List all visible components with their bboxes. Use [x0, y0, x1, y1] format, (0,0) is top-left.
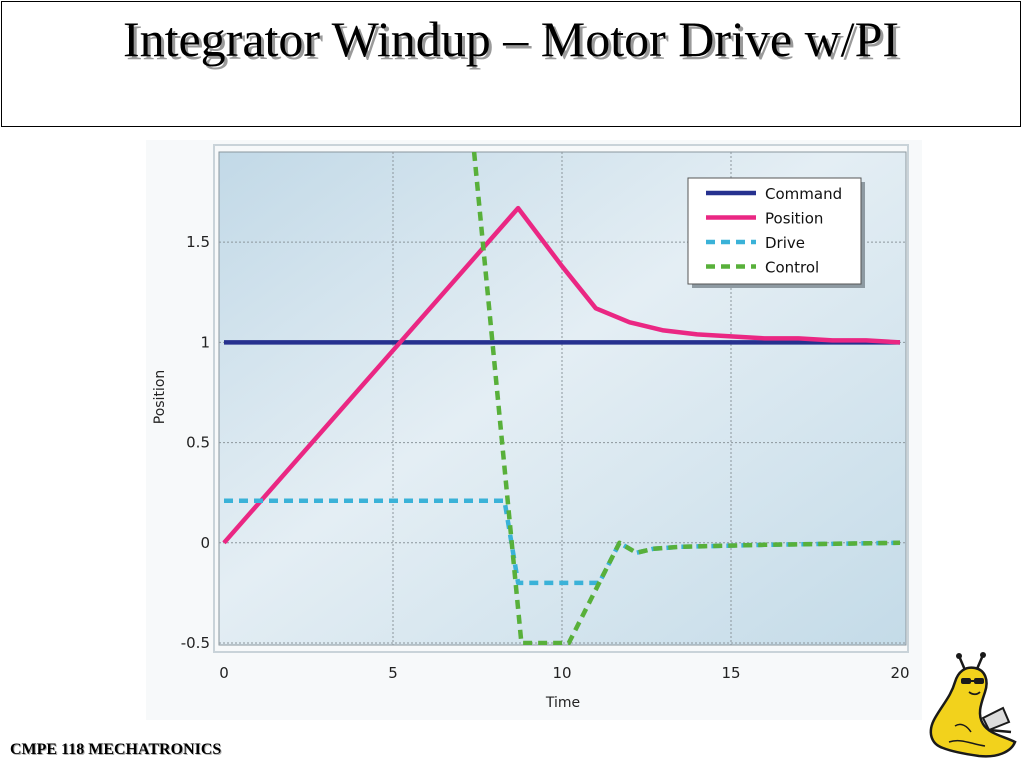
y-tick-label: 0 — [200, 534, 210, 552]
series-position — [222, 205, 901, 545]
legend-label: Control — [765, 259, 819, 277]
series-control — [471, 152, 901, 645]
x-axis-label: Time — [545, 695, 580, 711]
x-tick-label: 0 — [219, 664, 229, 682]
axis-ticks: 0 5 10 15 20 -0.5 0 0.5 1 1.5 — [181, 233, 910, 682]
y-tick-label: 0.5 — [186, 434, 210, 452]
series-layer — [222, 152, 901, 645]
x-tick-label: 15 — [721, 664, 740, 682]
y-tick-label: -0.5 — [181, 634, 210, 652]
title-box: Integrator Windup – Motor Drive w/PI — [1, 1, 1021, 127]
legend-label: Position — [765, 210, 823, 228]
x-tick-label: 20 — [890, 664, 909, 682]
legend-label: Drive — [765, 234, 805, 252]
course-footer: CMPE 118 MECHATRONICS — [10, 741, 222, 758]
y-tick-label: 1 — [200, 333, 210, 351]
y-tick-label: 1.5 — [186, 233, 210, 251]
legend-label: Command — [765, 185, 842, 203]
banana-slug-mascot-icon — [929, 652, 1017, 758]
legend-box — [687, 177, 862, 285]
x-tick-label: 10 — [552, 664, 571, 682]
slide-title: Integrator Windup – Motor Drive w/PI — [122, 11, 900, 67]
y-axis-label: Position — [152, 370, 168, 425]
x-tick-label: 5 — [388, 664, 398, 682]
legend: Command Position Drive Control — [687, 177, 865, 288]
